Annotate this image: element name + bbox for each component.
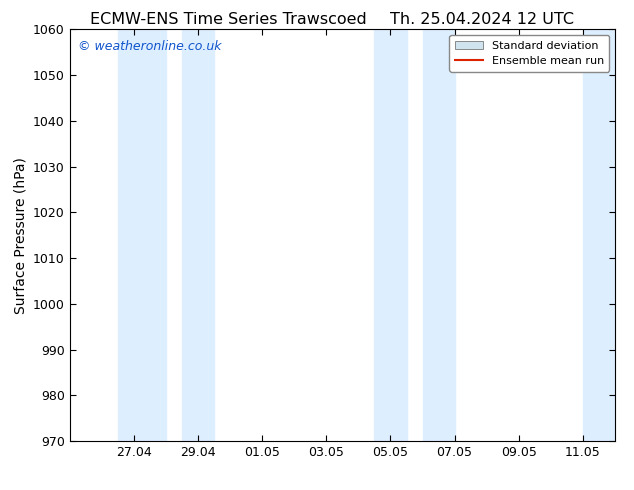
Text: ECMW-ENS Time Series Trawscoed: ECMW-ENS Time Series Trawscoed — [90, 12, 366, 27]
Bar — [182, 29, 214, 441]
Bar — [422, 29, 455, 441]
Text: Th. 25.04.2024 12 UTC: Th. 25.04.2024 12 UTC — [390, 12, 574, 27]
Bar — [118, 29, 166, 441]
Bar — [583, 29, 615, 441]
Bar — [375, 29, 406, 441]
Y-axis label: Surface Pressure (hPa): Surface Pressure (hPa) — [13, 157, 27, 314]
Legend: Standard deviation, Ensemble mean run: Standard deviation, Ensemble mean run — [450, 35, 609, 72]
Text: © weatheronline.co.uk: © weatheronline.co.uk — [78, 40, 221, 53]
